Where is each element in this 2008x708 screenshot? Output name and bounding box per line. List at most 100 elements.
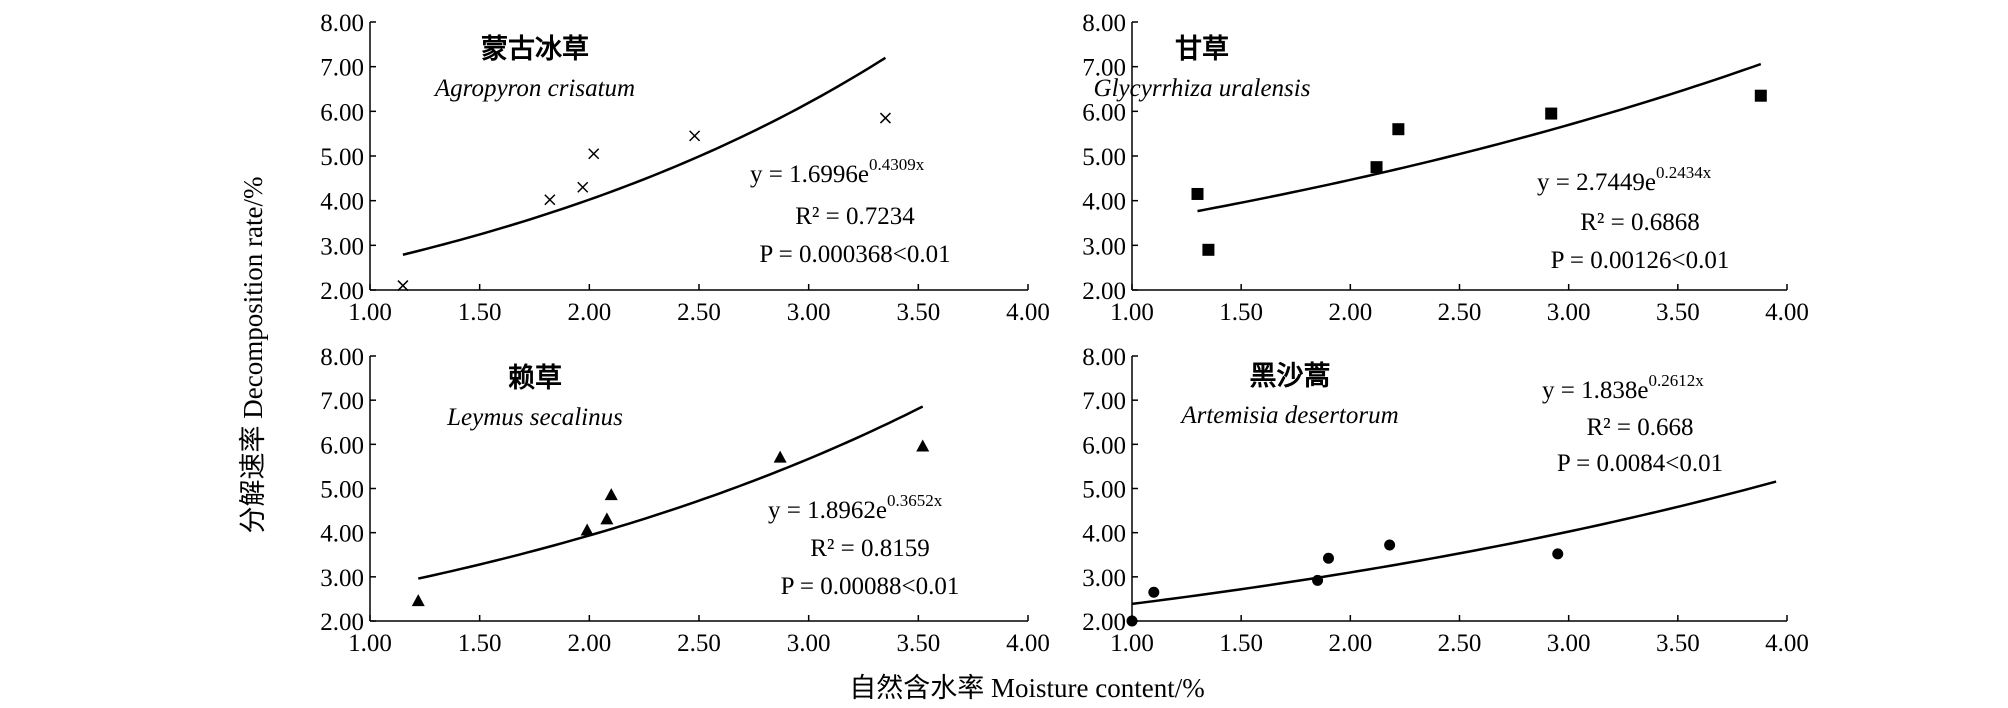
data-point-stroke <box>879 112 891 124</box>
x-tick-label: 3.00 <box>1547 299 1591 326</box>
y-tick-label: 7.00 <box>1082 388 1126 415</box>
equation-p: P = 0.00088<0.01 <box>781 573 960 600</box>
y-tick-label: 2.00 <box>320 609 364 636</box>
y-tick-label: 6.00 <box>320 99 364 126</box>
panel-title-cn: 甘草 <box>1175 34 1229 64</box>
equation-p: P = 0.0084<0.01 <box>1557 450 1723 477</box>
x-tick-label: 3.00 <box>787 630 831 657</box>
data-point-x <box>588 148 600 160</box>
y-tick-label: 4.00 <box>320 521 364 548</box>
x-tick-label: 2.00 <box>1328 299 1372 326</box>
y-tick-label: 2.00 <box>1082 278 1126 305</box>
data-point-triangle <box>411 594 425 607</box>
data-point-triangle <box>916 439 930 452</box>
x-axis-title: 自然含水率 Moisture content/% <box>849 673 1204 703</box>
fit-curve <box>1131 480 1777 606</box>
data-point-stroke <box>689 130 701 142</box>
equation-coef: y = 1.8962e0.3652x <box>768 491 943 524</box>
y-tick-label: 3.00 <box>1082 233 1126 260</box>
data-point-square <box>1202 243 1215 256</box>
data-point-circle <box>1148 586 1160 598</box>
y-tick-label: 7.00 <box>320 55 364 82</box>
y-tick-label: 4.00 <box>320 189 364 216</box>
y-tick-label: 5.00 <box>1082 477 1126 504</box>
data-point-square <box>1754 89 1767 102</box>
data-point-triangle <box>604 488 618 501</box>
equation-r2: R² = 0.7234 <box>795 203 915 230</box>
equation-r2: R² = 0.6868 <box>1580 209 1700 236</box>
panel-title-latin: Leymus secalinus <box>446 404 623 431</box>
data-point-stroke <box>397 280 409 292</box>
y-tick-label: 4.00 <box>1082 189 1126 216</box>
data-point-square <box>1191 187 1204 200</box>
data-point-stroke <box>544 194 556 206</box>
x-tick-label: 2.00 <box>567 630 611 657</box>
data-point-circle <box>1552 548 1564 560</box>
panel-glycyrrhiza: 甘草 Glycyrrhiza uralensis y = 2.7449e0.24… <box>1082 10 1809 326</box>
y-axis-title: 分解速率 Decomposition rate/% <box>238 177 268 534</box>
x-tick-label: 1.00 <box>348 299 392 326</box>
equation-r2: R² = 0.8159 <box>810 535 930 562</box>
x-tick-label: 4.00 <box>1765 299 1809 326</box>
x-tick-label: 1.50 <box>1219 630 1263 657</box>
y-tick-label: 8.00 <box>320 344 364 371</box>
data-point-x <box>544 194 556 206</box>
x-tick-label: 3.00 <box>787 299 831 326</box>
y-tick-label: 5.00 <box>1082 144 1126 171</box>
y-tick-label: 3.00 <box>320 565 364 592</box>
equation-p: P = 0.000368<0.01 <box>759 241 950 268</box>
y-tick-label: 2.00 <box>1082 609 1126 636</box>
equation-coef: y = 2.7449e0.2434x <box>1537 163 1712 196</box>
x-tick-label: 2.50 <box>677 630 721 657</box>
y-tick-label: 4.00 <box>1082 521 1126 548</box>
y-tick-label: 2.00 <box>320 278 364 305</box>
x-tick-label: 3.50 <box>1656 299 1700 326</box>
x-tick-label: 2.50 <box>1438 630 1482 657</box>
x-tick-label: 1.50 <box>458 630 502 657</box>
x-tick-label: 3.50 <box>1656 630 1700 657</box>
y-tick-label: 5.00 <box>320 477 364 504</box>
data-point-square <box>1370 161 1383 174</box>
panel-title-cn: 黑沙蒿 <box>1250 361 1331 391</box>
x-tick-label: 1.50 <box>458 299 502 326</box>
x-tick-label: 2.50 <box>677 299 721 326</box>
panel-title-latin: Artemisia desertorum <box>1179 402 1398 429</box>
y-tick-label: 8.00 <box>320 10 364 37</box>
data-point-triangle <box>600 512 614 525</box>
data-point-square <box>1392 123 1405 136</box>
y-tick-label: 6.00 <box>1082 99 1126 126</box>
fit-curve <box>417 405 924 580</box>
data-point-square <box>1545 107 1558 120</box>
data-point-x <box>879 112 891 124</box>
x-tick-label: 4.00 <box>1765 630 1809 657</box>
y-tick-label: 5.00 <box>320 144 364 171</box>
fit-curve <box>1197 62 1762 213</box>
data-point-circle <box>1126 615 1138 627</box>
x-tick-label: 3.50 <box>896 299 940 326</box>
y-tick-label: 6.00 <box>1082 432 1126 459</box>
y-tick-label: 3.00 <box>1082 565 1126 592</box>
panel-agropyron: 蒙古冰草 Agropyron crisatum y = 1.6996e0.430… <box>320 10 1050 326</box>
x-tick-label: 1.00 <box>1110 630 1154 657</box>
equation-r2: R² = 0.668 <box>1586 414 1693 441</box>
x-tick-label: 4.00 <box>1006 630 1050 657</box>
data-point-triangle <box>773 450 787 463</box>
x-tick-label: 3.50 <box>896 630 940 657</box>
equation-coef: y = 1.838e0.2612x <box>1542 371 1704 404</box>
panel-artemisia: 黑沙蒿 Artemisia desertorum y = 1.838e0.261… <box>1082 344 1809 657</box>
x-tick-label: 2.00 <box>1328 630 1372 657</box>
data-point-x <box>689 130 701 142</box>
x-tick-label: 2.50 <box>1438 299 1482 326</box>
data-point-circle <box>1312 574 1324 586</box>
panel-title-latin: Glycyrrhiza uralensis <box>1094 75 1311 102</box>
data-point-x <box>397 280 409 292</box>
y-tick-label: 8.00 <box>1082 10 1126 37</box>
equation-coef: y = 1.6996e0.4309x <box>750 155 925 188</box>
x-tick-label: 3.00 <box>1547 630 1591 657</box>
data-point-x <box>577 181 589 193</box>
x-tick-label: 2.00 <box>567 299 611 326</box>
panel-leymus: 赖草 Leymus secalinus y = 1.8962e0.3652x R… <box>320 344 1050 657</box>
data-point-circle <box>1384 539 1396 551</box>
x-tick-label: 1.00 <box>348 630 392 657</box>
y-tick-label: 7.00 <box>1082 55 1126 82</box>
